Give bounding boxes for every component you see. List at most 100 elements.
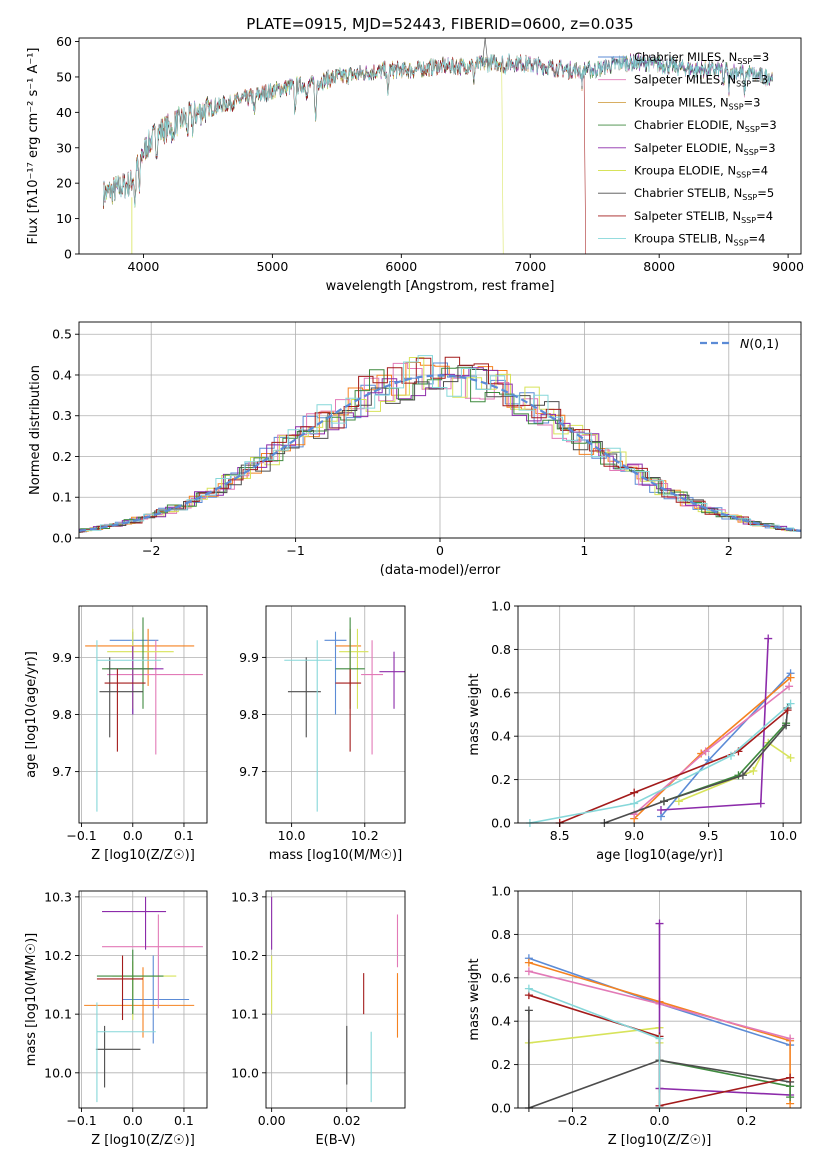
y-axis-label: Normed distribution bbox=[28, 365, 43, 495]
y-tick-label: 0.4 bbox=[491, 1014, 511, 1029]
y-axis-label: mass weight bbox=[467, 958, 482, 1040]
y-tick-label: 0.2 bbox=[491, 772, 511, 787]
legend-label: Salpeter ELODIE, NSSP=3 bbox=[634, 141, 776, 157]
series-line bbox=[529, 989, 660, 1108]
data-point bbox=[757, 799, 765, 807]
data-point bbox=[764, 635, 772, 643]
legend-label: Chabrier MILES, NSSP=3 bbox=[634, 50, 769, 66]
spectrum-line bbox=[104, 54, 586, 254]
x-tick-label: −0.1 bbox=[66, 1113, 96, 1128]
x-tick-label: 0.0 bbox=[123, 828, 143, 843]
x-tick-label: −0.1 bbox=[66, 828, 96, 843]
x-tick-label: 5000 bbox=[256, 259, 288, 274]
y-tick-label: 40 bbox=[56, 105, 72, 120]
y-tick-label: 30 bbox=[56, 140, 72, 155]
y-axis-label: mass [log10(M/M☉)] bbox=[24, 933, 39, 1066]
legend-label: N(0,1) bbox=[740, 336, 779, 351]
data-point bbox=[525, 967, 533, 975]
series-line bbox=[560, 710, 788, 823]
x-tick-label: 0.0 bbox=[650, 1113, 670, 1128]
y-tick-label: 1.0 bbox=[491, 884, 511, 899]
x-tick-label: 0 bbox=[436, 543, 444, 558]
chart-title: PLATE=0915, MJD=52443, FIBERID=0600, z=0… bbox=[246, 15, 633, 33]
y-axis-label: mass weight bbox=[467, 673, 482, 755]
data-point bbox=[749, 767, 757, 775]
legend-label: Kroupa MILES, NSSP=3 bbox=[634, 95, 760, 111]
x-tick-label: 1 bbox=[580, 543, 588, 558]
histogram-step bbox=[9, 368, 819, 536]
x-tick-label: 6000 bbox=[385, 259, 417, 274]
x-tick-label: 10.2 bbox=[351, 828, 379, 843]
y-tick-label: 0.0 bbox=[491, 816, 511, 831]
data-point bbox=[630, 799, 638, 807]
y-tick-label: 60 bbox=[56, 34, 72, 49]
y-tick-label: 0.1 bbox=[52, 490, 72, 505]
legend-label: Chabrier STELIB, NSSP=5 bbox=[634, 186, 774, 202]
series-line bbox=[664, 723, 786, 801]
y-tick-label: 0.8 bbox=[491, 642, 511, 657]
x-axis-label: wavelength [Angstrom, rest frame] bbox=[326, 279, 555, 294]
x-axis-label: mass [log10(M/M☉)] bbox=[269, 848, 402, 863]
y-tick-label: 9.8 bbox=[239, 707, 259, 722]
data-point bbox=[525, 985, 533, 993]
y-tick-label: 10.1 bbox=[231, 1007, 259, 1022]
x-tick-label: 8000 bbox=[643, 259, 675, 274]
histogram-step bbox=[10, 366, 819, 536]
x-axis-label: Z [log10(Z/Z☉)] bbox=[91, 1133, 195, 1148]
y-tick-label: 10.3 bbox=[44, 889, 72, 904]
x-tick-label: −0.2 bbox=[557, 1113, 587, 1128]
y-tick-label: 0.8 bbox=[491, 927, 511, 942]
y-tick-label: 0.2 bbox=[491, 1057, 511, 1072]
x-tick-label: −2 bbox=[142, 543, 160, 558]
x-axis-label: (data-model)/error bbox=[380, 563, 501, 578]
y-tick-label: 9.8 bbox=[52, 707, 72, 722]
data-point bbox=[786, 1074, 794, 1082]
y-tick-label: 9.7 bbox=[52, 764, 72, 779]
x-axis-label: Z [log10(Z/Z☉)] bbox=[608, 1133, 712, 1148]
y-tick-label: 10.3 bbox=[231, 889, 259, 904]
series-line bbox=[530, 704, 791, 823]
x-tick-label: 10.0 bbox=[278, 828, 306, 843]
x-tick-label: 9.5 bbox=[699, 828, 719, 843]
x-tick-label: −1 bbox=[286, 543, 304, 558]
x-axis-label: age [log10(age/yr)] bbox=[596, 848, 723, 863]
y-tick-label: 10.2 bbox=[44, 948, 72, 963]
data-point bbox=[630, 789, 638, 797]
y-tick-label: 10.0 bbox=[44, 1065, 72, 1080]
y-tick-label: 10.2 bbox=[231, 948, 259, 963]
x-tick-label: 8.5 bbox=[550, 828, 570, 843]
axes-frame bbox=[266, 891, 405, 1108]
spectrum-panel: PLATE=0915, MJD=52443, FIBERID=0600, z=0… bbox=[26, 15, 804, 294]
x-axis-label: E(B-V) bbox=[315, 1133, 355, 1148]
legend-label: Salpeter STELIB, NSSP=4 bbox=[634, 209, 773, 225]
y-tick-label: 9.9 bbox=[52, 650, 72, 665]
y-tick-label: 20 bbox=[56, 176, 72, 191]
y-tick-label: 0.6 bbox=[491, 685, 511, 700]
y-tick-label: 0.4 bbox=[52, 367, 72, 382]
y-tick-label: 10.1 bbox=[44, 1007, 72, 1022]
y-tick-label: 0.0 bbox=[52, 531, 72, 546]
x-tick-label: 0.2 bbox=[737, 1113, 757, 1128]
x-axis-label: Z [log10(Z/Z☉)] bbox=[91, 848, 195, 863]
x-tick-label: 0.0 bbox=[123, 1113, 143, 1128]
x-tick-label: 0.00 bbox=[258, 1113, 286, 1128]
y-tick-label: 9.7 bbox=[239, 764, 259, 779]
y-tick-label: 0.6 bbox=[491, 970, 511, 985]
y-tick-label: 50 bbox=[56, 69, 72, 84]
y-tick-label: 0.2 bbox=[52, 449, 72, 464]
legend-label: Kroupa STELIB, NSSP=4 bbox=[634, 232, 765, 248]
x-tick-label: 4000 bbox=[128, 259, 160, 274]
x-tick-label: 10.0 bbox=[769, 828, 797, 843]
histogram-step bbox=[3, 363, 819, 536]
y-tick-label: 0.3 bbox=[52, 408, 72, 423]
y-tick-label: 1.0 bbox=[491, 599, 511, 614]
y-tick-label: 9.9 bbox=[239, 650, 259, 665]
